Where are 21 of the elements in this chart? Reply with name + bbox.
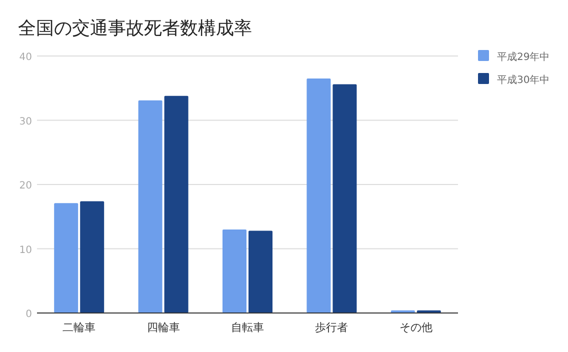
x-tick-label: 自転車 [231,321,264,334]
x-tick-label: 四輪車 [146,321,180,334]
bar [138,100,162,313]
legend-label: 平成29年中 [497,51,550,63]
x-tick-label: 二輪車 [62,321,96,334]
bar [54,203,78,313]
y-tick-label: 20 [19,180,32,192]
y-tick-label: 30 [19,116,32,128]
bar [306,78,331,313]
bar [332,84,357,313]
bar [222,229,246,313]
bar [164,96,188,313]
chart-title: 全国の交通事故死者数構成率 [18,18,252,39]
bar [248,230,272,313]
bar [80,201,104,313]
x-tick-label: その他 [399,321,432,334]
x-tick-label: 歩行者 [315,321,348,334]
y-tick-label: 0 [26,309,32,320]
legend-label: 平成30年中 [497,74,550,86]
y-tick-label: 40 [19,52,32,63]
y-tick-label: 10 [19,244,32,256]
